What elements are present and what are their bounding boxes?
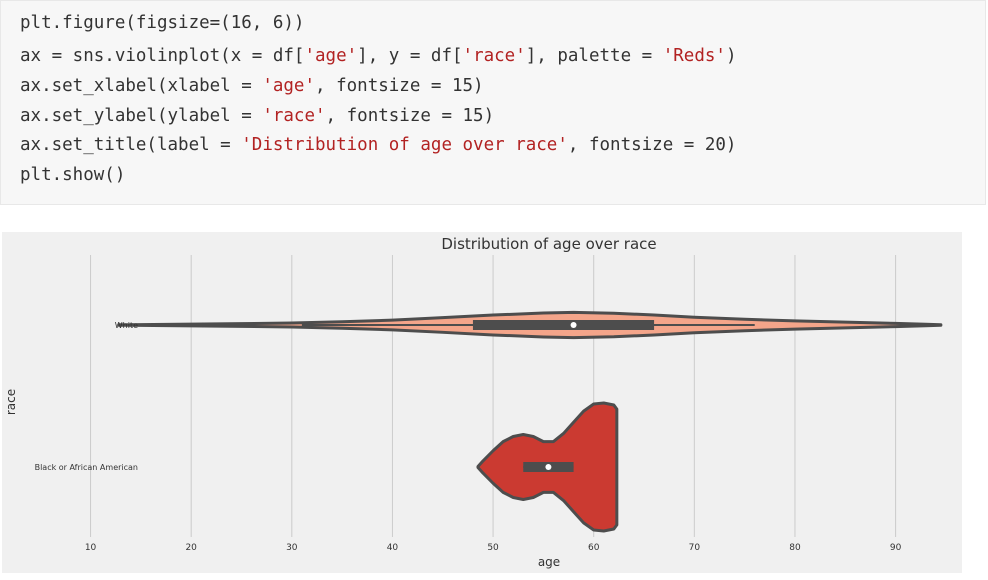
violin-median bbox=[570, 322, 577, 328]
x-axis-label: age bbox=[538, 555, 560, 569]
x-tick-label: 70 bbox=[689, 543, 701, 553]
code-line: ax.set_xlabel(xlabel = 'age', fontsize =… bbox=[20, 76, 484, 96]
x-tick-label: 30 bbox=[286, 543, 298, 553]
x-tick-label: 60 bbox=[588, 543, 600, 553]
x-tick-label: 90 bbox=[890, 543, 902, 553]
code-line: ax = sns.violinplot(x = df['age'], y = d… bbox=[20, 46, 737, 66]
violins bbox=[117, 310, 943, 533]
x-tick-labels: 10 20 30 40 50 60 70 80 90 bbox=[85, 543, 902, 553]
x-tick-label: 10 bbox=[85, 543, 97, 553]
y-tick-labels: White Black or African American bbox=[35, 321, 138, 472]
y-tick-label: Black or African American bbox=[35, 463, 138, 472]
code-line: plt.show() bbox=[20, 165, 126, 185]
violin-chart: 10 20 30 40 50 60 70 80 90 White Black or African… bbox=[4, 235, 943, 569]
x-tick-label: 80 bbox=[789, 543, 801, 553]
chart-figure: 10 20 30 40 50 60 70 80 90 White Black or African… bbox=[2, 232, 962, 573]
violin-median bbox=[545, 464, 552, 470]
y-tick-label: White bbox=[115, 321, 138, 330]
x-tick-label: 20 bbox=[185, 543, 197, 553]
code-line: ax.set_ylabel(ylabel = 'race', fontsize … bbox=[20, 106, 495, 126]
x-tick-label: 50 bbox=[487, 543, 499, 553]
x-tick-label: 40 bbox=[387, 543, 399, 553]
code-cell: plt.figure(figsize=(16, 6)) ax = sns.vio… bbox=[0, 0, 986, 205]
code-line: plt.figure(figsize=(16, 6)) bbox=[20, 13, 305, 33]
chart-title: Distribution of age over race bbox=[441, 235, 656, 253]
code-line: ax.set_title(label = 'Distribution of ag… bbox=[20, 135, 737, 155]
violin-box bbox=[472, 320, 655, 330]
grid-lines bbox=[90, 255, 897, 537]
y-axis-label: race bbox=[4, 389, 18, 415]
